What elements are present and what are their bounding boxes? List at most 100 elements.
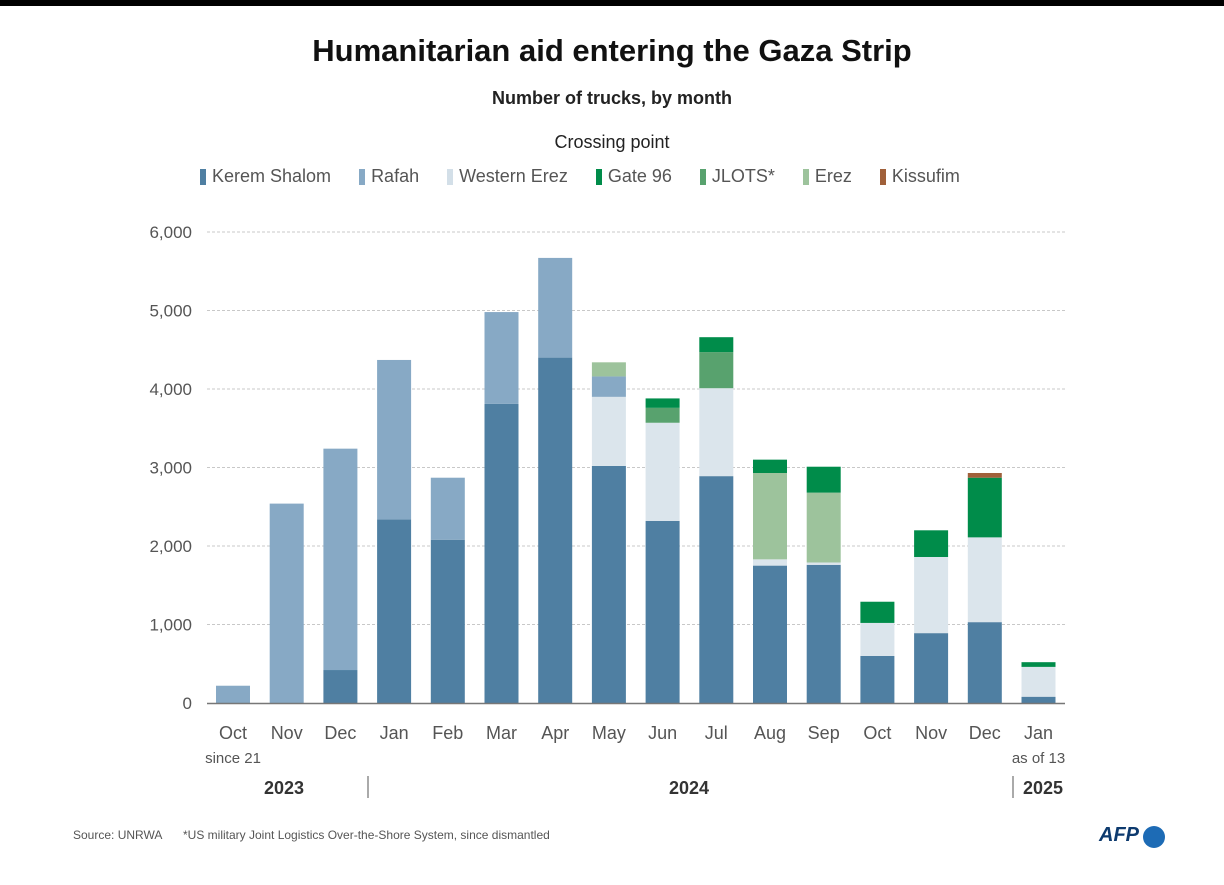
bar-segment-western-erez bbox=[967, 537, 1002, 623]
bar-segment-western-erez bbox=[806, 562, 841, 565]
legend-swatch bbox=[447, 168, 454, 185]
legend-item: Western Erez bbox=[447, 166, 568, 187]
footnote: *US military Joint Logistics Over-the-Sh… bbox=[183, 828, 550, 842]
y-tick-label: 0 bbox=[183, 694, 192, 713]
bar-segment-kerem-shalom bbox=[430, 539, 465, 703]
bar-segment-erez bbox=[806, 492, 841, 563]
x-tick-note: since 21 bbox=[205, 750, 261, 767]
year-label: 2023 bbox=[264, 778, 304, 798]
x-tick-label: May bbox=[592, 723, 626, 743]
y-tick-label: 1,000 bbox=[149, 616, 192, 635]
bar-segment-erez bbox=[591, 362, 626, 377]
bar-segment-kerem-shalom bbox=[1021, 696, 1056, 703]
bar-segment-gate-96 bbox=[914, 530, 949, 557]
legend-swatch bbox=[879, 168, 886, 185]
bar-segment-kerem-shalom bbox=[967, 622, 1002, 703]
x-tick-label: Oct bbox=[863, 723, 891, 743]
bar-segment-gate-96 bbox=[967, 477, 1002, 538]
afp-logo-dot bbox=[1143, 826, 1165, 848]
bar-segment-western-erez bbox=[753, 559, 787, 566]
y-tick-label: 5,000 bbox=[149, 302, 192, 321]
bar-segment-western-erez bbox=[591, 396, 626, 466]
bar-segment-rafah bbox=[323, 448, 358, 671]
bar-segment-kerem-shalom bbox=[484, 403, 519, 703]
bar-segment-western-erez bbox=[860, 622, 895, 656]
bar-segment-gate-96 bbox=[860, 601, 895, 623]
bar-segment-jlots- bbox=[645, 407, 680, 423]
bar-segment-erez bbox=[753, 472, 787, 560]
legend-item: Kerem Shalom bbox=[200, 166, 331, 187]
bar-segment-kerem-shalom bbox=[645, 520, 680, 703]
bar-segment-kerem-shalom bbox=[591, 465, 626, 703]
bar-segment-western-erez bbox=[1021, 666, 1056, 697]
top-bar bbox=[0, 0, 1224, 6]
x-tick-label: Nov bbox=[271, 723, 303, 743]
bar-segment-kerem-shalom bbox=[860, 655, 895, 703]
legend-label: Erez bbox=[814, 166, 852, 186]
bar-segment-rafah bbox=[430, 477, 465, 540]
bar-segment-western-erez bbox=[645, 422, 680, 521]
bar-segment-gate-96 bbox=[699, 337, 734, 353]
x-tick-label: Mar bbox=[486, 723, 517, 743]
legend-label: Gate 96 bbox=[607, 166, 672, 186]
bar-segment-kerem-shalom bbox=[538, 357, 573, 703]
x-tick-label: Oct bbox=[219, 723, 247, 743]
chart-subtitle: Number of trucks, by month bbox=[491, 88, 733, 108]
bar-segment-western-erez bbox=[914, 556, 949, 634]
bar-segment-gate-96 bbox=[1021, 662, 1056, 667]
legend-label: Kerem Shalom bbox=[212, 166, 332, 186]
x-tick-label: Apr bbox=[541, 723, 569, 743]
bar-segment-rafah bbox=[216, 685, 250, 703]
legend-item: Rafah bbox=[359, 166, 419, 187]
bar-segment-rafah bbox=[377, 359, 412, 520]
bar-segment-rafah bbox=[591, 376, 626, 397]
bar-segment-kerem-shalom bbox=[914, 633, 949, 703]
bar-segment-kerem-shalom bbox=[806, 564, 841, 703]
legend-item: Gate 96 bbox=[595, 166, 672, 187]
y-tick-label: 2,000 bbox=[149, 537, 192, 556]
bar-segment-gate-96 bbox=[806, 466, 841, 493]
legend-label: Rafah bbox=[371, 166, 420, 186]
y-tick-label: 3,000 bbox=[149, 459, 192, 478]
x-tick-label: Jan bbox=[380, 723, 409, 743]
bar-segment-gate-96 bbox=[753, 459, 787, 473]
bar-segment-western-erez bbox=[699, 388, 734, 477]
afp-logo: AFP bbox=[1099, 824, 1139, 846]
legend-swatch bbox=[699, 168, 706, 185]
y-tick-label: 6,000 bbox=[149, 223, 192, 242]
bar-segment-gate-96 bbox=[645, 398, 680, 408]
x-tick-label: Feb bbox=[432, 723, 463, 743]
x-tick-note: as of 13 bbox=[1012, 750, 1065, 767]
legend: Kerem Shalom Rafah Western Erez Gate 96 JLOT… bbox=[200, 166, 988, 187]
bar-segment-kissufim bbox=[967, 472, 1002, 478]
source-note: Source: UNRWA bbox=[73, 828, 163, 842]
bar-segment-kerem-shalom bbox=[699, 476, 734, 703]
x-tick-label: Dec bbox=[969, 723, 1001, 743]
x-tick-label: Jan bbox=[1024, 723, 1053, 743]
legend-item: JLOTS* bbox=[699, 166, 775, 187]
x-tick-label: Nov bbox=[915, 723, 947, 743]
bar-segment-kerem-shalom bbox=[377, 519, 412, 703]
x-tick-label: Sep bbox=[808, 723, 840, 743]
legend-swatch bbox=[359, 168, 366, 185]
y-tick-label: 4,000 bbox=[149, 380, 192, 399]
bar-segment-jlots- bbox=[699, 352, 734, 389]
year-label: 2024 bbox=[669, 778, 709, 798]
legend-item: Erez bbox=[802, 166, 852, 187]
legend-swatch bbox=[595, 168, 602, 185]
bar-segment-rafah bbox=[484, 312, 519, 404]
legend-swatch bbox=[802, 168, 809, 185]
year-label: 2025 bbox=[1023, 778, 1063, 798]
legend-label: Kissufim bbox=[891, 166, 960, 186]
bar-segment-kerem-shalom bbox=[753, 565, 787, 703]
x-tick-label: Aug bbox=[754, 723, 786, 743]
x-tick-label: Jun bbox=[648, 723, 677, 743]
bar-segment-kerem-shalom bbox=[323, 670, 358, 703]
chart-title: Humanitarian aid entering the Gaza Strip bbox=[312, 33, 912, 68]
legend-item: Kissufim bbox=[879, 166, 960, 187]
legend-title: Crossing point bbox=[554, 132, 670, 152]
legend-label: Western Erez bbox=[459, 166, 568, 186]
bar-segment-rafah bbox=[538, 257, 573, 358]
